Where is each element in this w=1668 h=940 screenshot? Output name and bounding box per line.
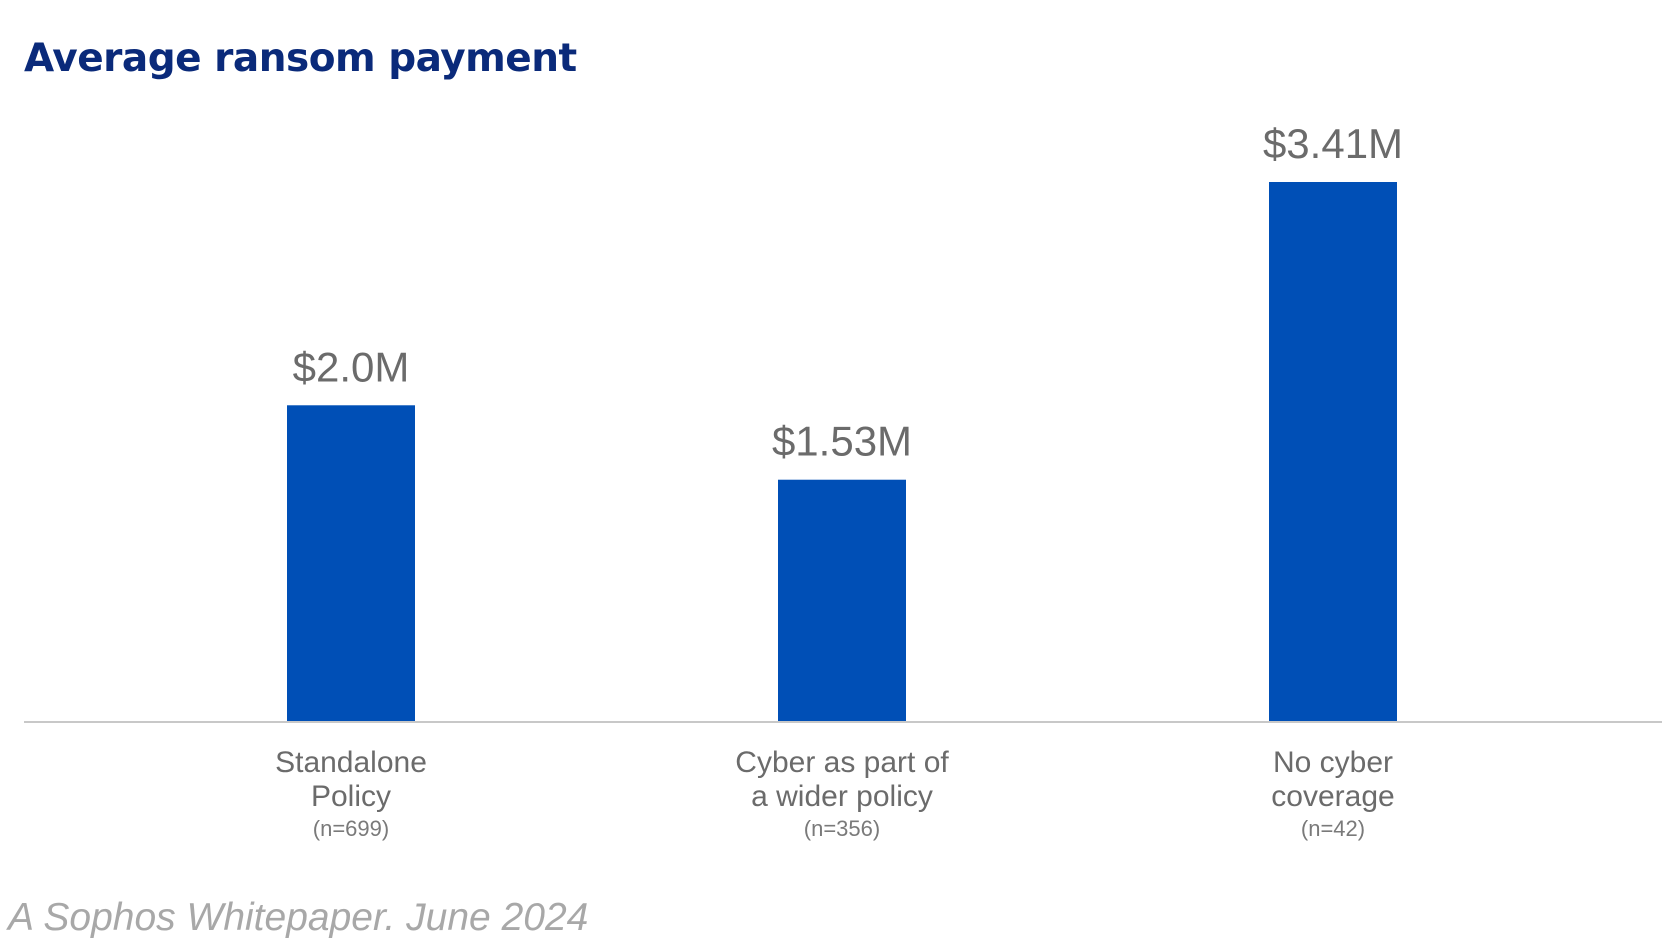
sample-size-label-2: (n=356): [804, 816, 880, 841]
category-label-2-line-1: Cyber as part of: [735, 746, 949, 779]
bars-layer: [287, 182, 1397, 722]
bar-1: [287, 405, 415, 722]
sample-size-label-3: (n=42): [1301, 816, 1365, 841]
bar-2: [778, 479, 906, 722]
source-footer: A Sophos Whitepaper. June 2024: [8, 896, 589, 939]
category-label-1-line-2: Policy: [311, 780, 391, 813]
value-label-1: $2.0M: [293, 343, 410, 390]
category-label-3-line-1: No cyber: [1273, 746, 1393, 779]
value-label-3: $3.41M: [1263, 120, 1403, 167]
category-label-1-line-1: Standalone: [275, 746, 427, 779]
chart-title: Average ransom payment: [24, 36, 577, 81]
sample-size-label-1: (n=699): [313, 816, 389, 841]
category-label-2-line-2: a wider policy: [751, 780, 933, 813]
bar-3: [1269, 182, 1397, 722]
category-label-3-line-2: coverage: [1271, 780, 1394, 813]
value-label-2: $1.53M: [772, 418, 912, 465]
